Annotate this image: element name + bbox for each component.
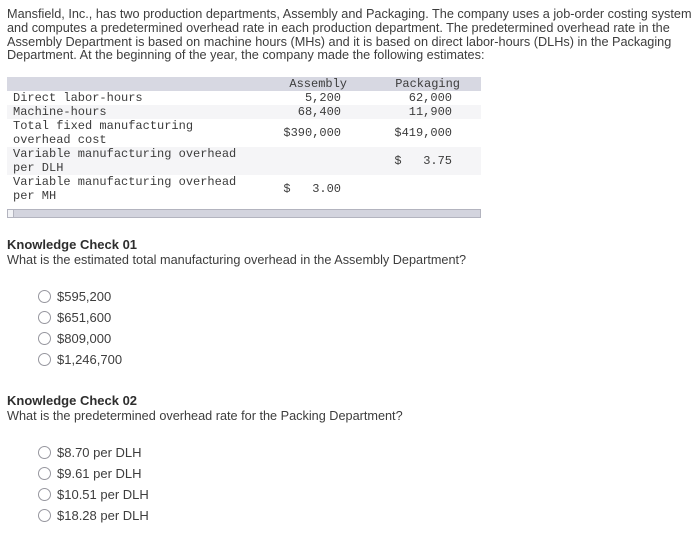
radio-button-icon[interactable] [38, 488, 51, 502]
table-col-header-assembly: Assembly [242, 77, 352, 92]
table-row: Variable manufacturing overhead per DLH … [7, 147, 481, 176]
answer-options: $8.70 per DLH $9.61 per DLH $10.51 per D… [38, 445, 700, 524]
cell-assembly: $390,000 [283, 126, 341, 141]
cell-packaging: 62,000 [408, 91, 452, 106]
knowledge-check-title: Knowledge Check 01 [7, 237, 138, 253]
answer-options: $595,200 $651,600 $809,000 $1,246,700 [38, 289, 700, 368]
radio-option-label: $18.28 per DLH [57, 508, 149, 524]
knowledge-check-question: What is the estimated total manufacturin… [7, 253, 467, 268]
cell-assembly [242, 147, 352, 175]
cell-packaging: 11,900 [408, 105, 452, 120]
radio-option[interactable]: $8.70 per DLH [38, 445, 700, 461]
radio-button-icon[interactable] [38, 446, 51, 460]
radio-option[interactable]: $595,200 [38, 289, 700, 305]
table-row: Direct labor-hours 5,200 62,000 [7, 91, 481, 105]
horizontal-scrollbar[interactable] [7, 209, 481, 219]
radio-option[interactable]: $1,246,700 [38, 352, 700, 368]
knowledge-check-title: Knowledge Check 02 [7, 393, 138, 409]
row-label: Machine-hours [13, 105, 107, 120]
radio-button-icon[interactable] [38, 353, 51, 367]
cell-assembly: 68,400 [297, 105, 341, 120]
estimates-table-container: Assembly Packaging Direct labor-hours 5,… [7, 77, 481, 219]
radio-button-icon[interactable] [38, 332, 51, 346]
radio-button-icon[interactable] [38, 467, 51, 481]
radio-option[interactable]: $18.28 per DLH [38, 508, 700, 524]
row-label: Variable manufacturing overhead per MH [13, 175, 237, 204]
table-row: Variable manufacturing overhead per MH $… [7, 175, 481, 203]
radio-option-label: $595,200 [57, 289, 112, 305]
row-label: Total fixed manufacturing overhead cost [13, 119, 194, 148]
radio-option[interactable]: $809,000 [38, 331, 700, 347]
radio-option[interactable]: $10.51 per DLH [38, 487, 700, 503]
table-header-row: Assembly Packaging [7, 77, 481, 92]
radio-option-label: $10.51 per DLH [57, 487, 149, 503]
knowledge-check-question: What is the predetermined overhead rate … [7, 409, 403, 424]
radio-option-label: $8.70 per DLH [57, 445, 142, 461]
radio-option[interactable]: $651,600 [38, 310, 700, 326]
row-label: Variable manufacturing overhead per DLH [13, 147, 237, 176]
cell-packaging [352, 175, 481, 203]
cell-assembly: $ 3.00 [283, 182, 341, 197]
table-row: Total fixed manufacturing overhead cost … [7, 119, 481, 147]
estimates-table: Assembly Packaging Direct labor-hours 5,… [7, 77, 481, 203]
knowledge-check-02: Knowledge Check 02 What is the predeterm… [7, 393, 700, 524]
table-row: Machine-hours 68,400 11,900 [7, 105, 481, 120]
radio-button-icon[interactable] [38, 509, 51, 523]
radio-option-label: $9.61 per DLH [57, 466, 142, 482]
radio-option-label: $809,000 [57, 331, 112, 347]
cell-assembly: 5,200 [304, 91, 341, 106]
knowledge-check-01: Knowledge Check 01 What is the estimated… [7, 237, 700, 368]
page: Mansfield, Inc., has two production depa… [0, 7, 700, 524]
cell-packaging: $ 3.75 [394, 154, 452, 169]
table-col-header-packaging: Packaging [352, 77, 481, 92]
radio-option-label: $1,246,700 [57, 352, 123, 368]
radio-button-icon[interactable] [38, 311, 51, 325]
row-label: Direct labor-hours [13, 91, 143, 106]
horizontal-scrollbar-thumb[interactable] [13, 210, 480, 218]
radio-option[interactable]: $9.61 per DLH [38, 466, 700, 482]
radio-option-label: $651,600 [57, 310, 112, 326]
radio-button-icon[interactable] [38, 290, 51, 304]
intro-paragraph: Mansfield, Inc., has two production depa… [7, 7, 692, 63]
table-col-header-blank [7, 77, 242, 92]
cell-packaging: $419,000 [394, 126, 452, 141]
